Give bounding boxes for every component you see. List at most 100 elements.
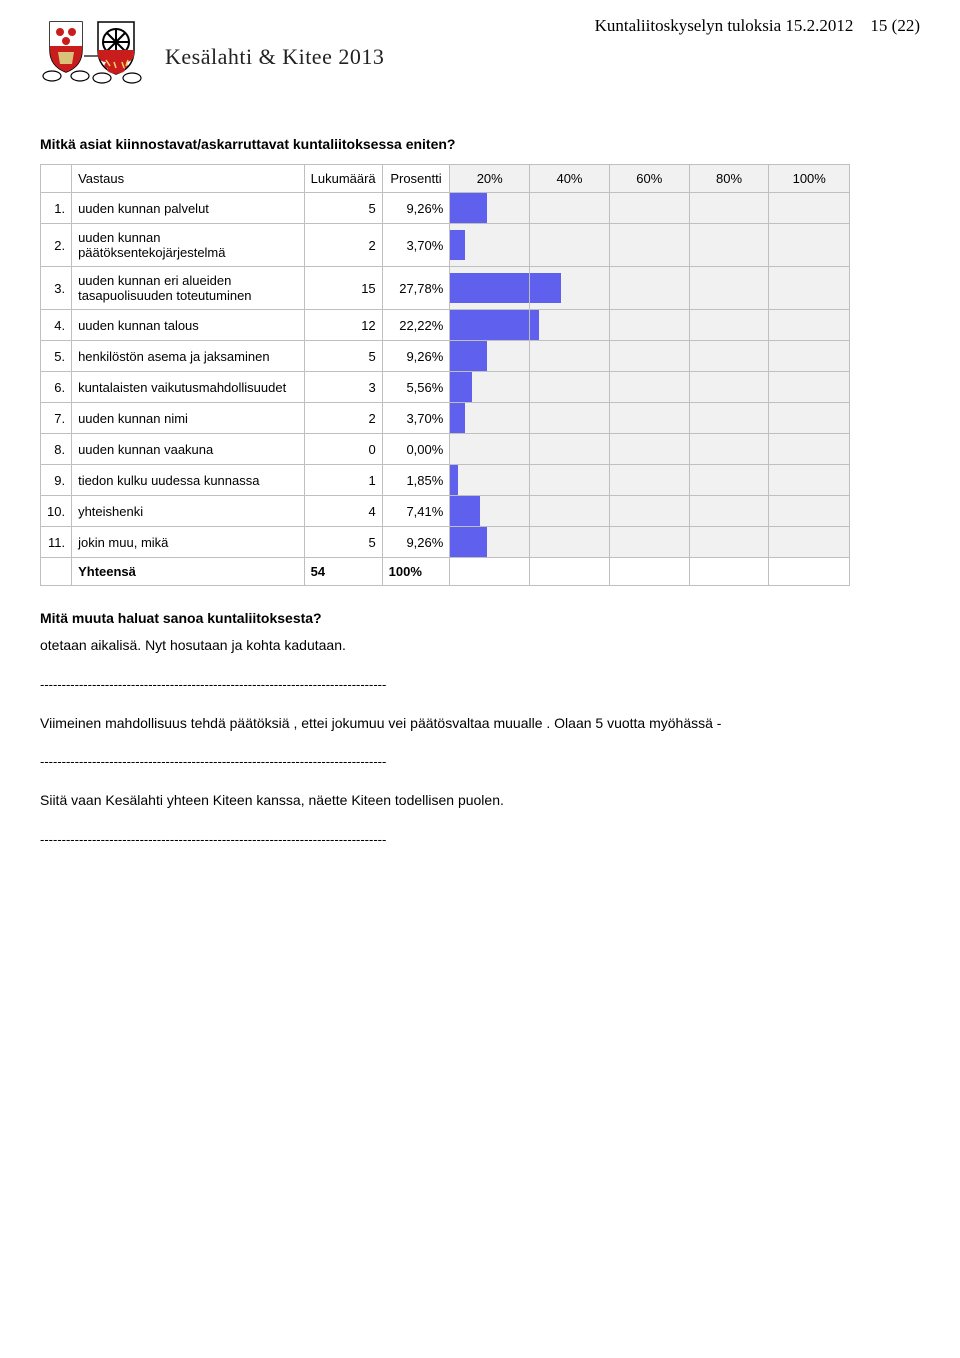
row-percent: 3,70% — [382, 403, 450, 434]
table-row: 2.uuden kunnan päätöksentekojärjestelmä2… — [41, 224, 850, 267]
bar-segment — [769, 372, 850, 403]
row-number: 9. — [41, 465, 72, 496]
row-number: 8. — [41, 434, 72, 465]
bar-segment — [689, 434, 769, 465]
row-count: 5 — [304, 527, 382, 558]
kesalahti-kitee-logos-icon — [40, 16, 150, 84]
bar-segment — [769, 341, 850, 372]
row-percent: 5,56% — [382, 372, 450, 403]
col-tick-1: 40% — [530, 165, 610, 193]
bar-segment — [769, 403, 850, 434]
bar-segment — [609, 372, 689, 403]
row-number: 10. — [41, 496, 72, 527]
free-response-1: Viimeinen mahdollisuus tehdä päätöksiä ,… — [40, 710, 920, 737]
row-count: 15 — [304, 267, 382, 310]
total-percent: 100% — [382, 558, 450, 586]
bar-segment — [689, 341, 769, 372]
col-tick-0: 20% — [450, 165, 530, 193]
row-percent: 27,78% — [382, 267, 450, 310]
page-container: Kesälahti & Kitee 2013 Kuntaliitoskysely… — [0, 0, 960, 895]
bar-segment — [609, 267, 689, 310]
bar-segment — [450, 341, 530, 372]
bar-segment — [450, 496, 530, 527]
bar-fill — [530, 310, 539, 340]
row-label: uuden kunnan talous — [72, 310, 305, 341]
bar-fill — [450, 372, 472, 402]
row-count: 12 — [304, 310, 382, 341]
bar-fill — [450, 273, 529, 303]
bar-segment — [689, 527, 769, 558]
row-count: 3 — [304, 372, 382, 403]
col-pct-header: Prosentti — [382, 165, 450, 193]
bar-segment — [609, 403, 689, 434]
bar-segment — [609, 527, 689, 558]
bar-segment — [530, 496, 610, 527]
row-number: 3. — [41, 267, 72, 310]
bar-segment — [450, 224, 530, 267]
row-label: jokin muu, mikä — [72, 527, 305, 558]
question1-title: Mitkä asiat kiinnostavat/askarruttavat k… — [40, 136, 920, 152]
bar-segment — [689, 496, 769, 527]
row-number: 11. — [41, 527, 72, 558]
row-number: 1. — [41, 193, 72, 224]
bar-segment — [609, 310, 689, 341]
bar-fill — [450, 465, 457, 495]
bar-segment — [450, 403, 530, 434]
bar-fill — [450, 496, 479, 526]
bar-segment — [530, 372, 610, 403]
bar-segment — [769, 193, 850, 224]
bar-segment — [450, 465, 530, 496]
table-row: 1.uuden kunnan palvelut59,26% — [41, 193, 850, 224]
row-count: 1 — [304, 465, 382, 496]
bar-segment — [530, 267, 610, 310]
free-response-0: otetaan aikalisä. Nyt hosutaan ja kohta … — [40, 632, 920, 659]
bar-segment — [769, 267, 850, 310]
table-row: 4.uuden kunnan talous1222,22% — [41, 310, 850, 341]
row-percent: 3,70% — [382, 224, 450, 267]
bar-segment — [769, 465, 850, 496]
row-label: henkilöstön asema ja jaksaminen — [72, 341, 305, 372]
row-label: tiedon kulku uudessa kunnassa — [72, 465, 305, 496]
bar-segment — [450, 310, 530, 341]
bar-segment — [450, 193, 530, 224]
brand-name: Kesälahti & Kitee 2013 — [165, 44, 384, 70]
bar-fill — [450, 310, 529, 340]
bar-segment — [689, 267, 769, 310]
separator: ----------------------------------------… — [40, 677, 920, 692]
row-number: 5. — [41, 341, 72, 372]
row-percent: 9,26% — [382, 341, 450, 372]
table-row: 9.tiedon kulku uudessa kunnassa11,85% — [41, 465, 850, 496]
bar-segment — [609, 224, 689, 267]
bar-segment — [530, 310, 610, 341]
row-label: uuden kunnan palvelut — [72, 193, 305, 224]
header-doc-title: Kuntaliitoskyselyn tuloksia 15.2.2012 — [595, 16, 854, 35]
row-label: uuden kunnan vaakuna — [72, 434, 305, 465]
bar-segment — [689, 224, 769, 267]
col-tick-3: 80% — [689, 165, 769, 193]
bar-fill — [450, 341, 486, 371]
bar-segment — [530, 341, 610, 372]
bar-segment — [530, 434, 610, 465]
bar-segment — [450, 434, 530, 465]
bar-segment — [769, 527, 850, 558]
row-label: yhteishenki — [72, 496, 305, 527]
bar-segment — [530, 527, 610, 558]
table-row: 6.kuntalaisten vaikutusmahdollisuudet35,… — [41, 372, 850, 403]
row-label: kuntalaisten vaikutusmahdollisuudet — [72, 372, 305, 403]
bar-segment — [530, 193, 610, 224]
bar-segment — [530, 224, 610, 267]
bar-fill — [450, 193, 486, 223]
survey-table: Vastaus Lukumäärä Prosentti 20% 40% 60% … — [40, 164, 850, 586]
row-number: 7. — [41, 403, 72, 434]
bar-segment — [450, 372, 530, 403]
table-row: 11.jokin muu, mikä59,26% — [41, 527, 850, 558]
row-number: 6. — [41, 372, 72, 403]
question2-title: Mitä muuta haluat sanoa kuntaliitoksesta… — [40, 610, 920, 626]
page-number: 15 (22) — [870, 16, 920, 35]
free-response-2: Siitä vaan Kesälahti yhteen Kiteen kanss… — [40, 787, 920, 814]
col-tick-2: 60% — [609, 165, 689, 193]
bar-fill — [530, 273, 561, 303]
row-label: uuden kunnan nimi — [72, 403, 305, 434]
row-percent: 7,41% — [382, 496, 450, 527]
table-row: 10.yhteishenki47,41% — [41, 496, 850, 527]
